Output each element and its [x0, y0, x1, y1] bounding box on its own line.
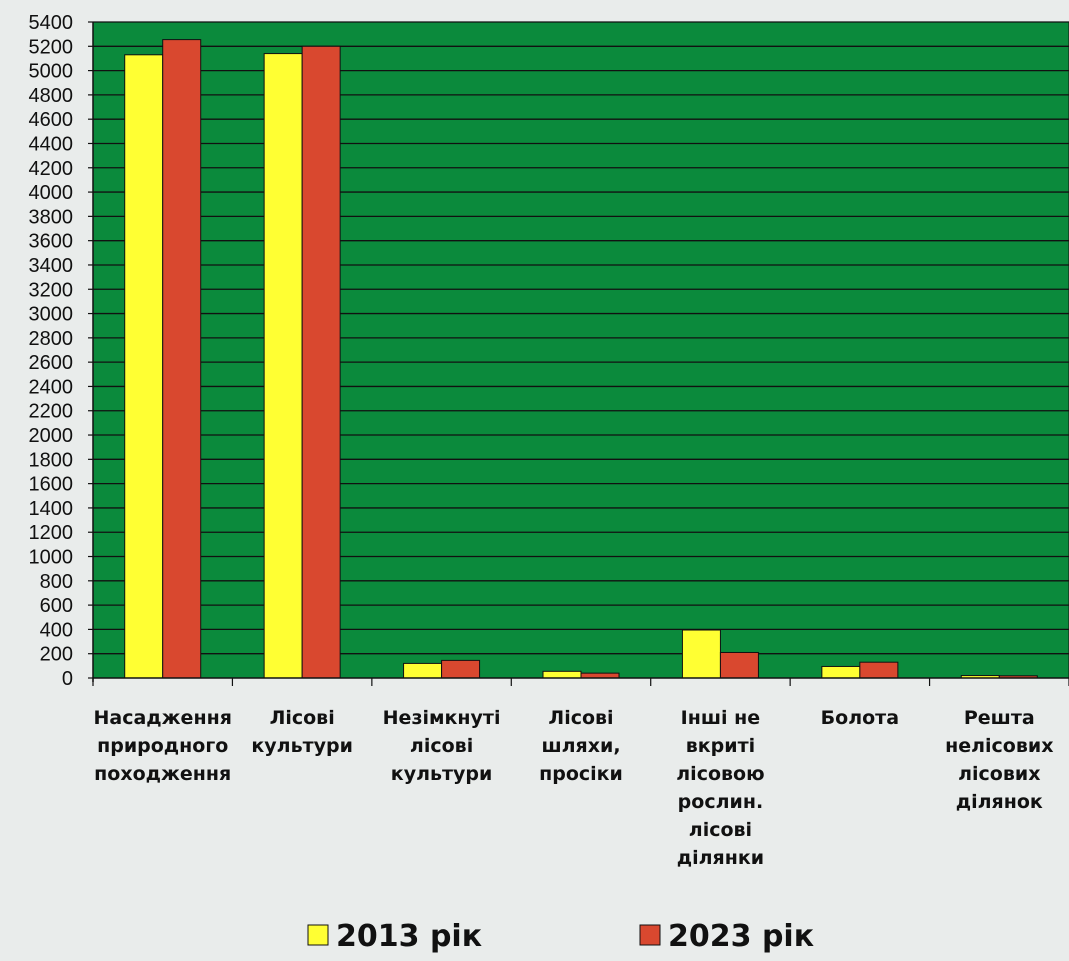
x-category-label: рослин. — [678, 791, 764, 813]
y-tick-label: 4800 — [29, 85, 74, 107]
x-category-label: культури — [391, 763, 493, 785]
x-category-label: лісовою — [676, 763, 764, 785]
y-tick-label: 4000 — [29, 182, 74, 204]
bar — [719, 651, 759, 679]
y-tick-label: 3200 — [29, 279, 74, 301]
x-category-label: ділянки — [677, 847, 764, 869]
y-tick-label: 3800 — [29, 206, 74, 228]
bar — [124, 54, 164, 679]
y-tick-label: 400 — [40, 619, 73, 641]
x-category-label: Інші не — [681, 707, 761, 729]
y-tick-label: 2800 — [29, 328, 74, 350]
y-tick-label: 4400 — [29, 133, 74, 155]
bar — [441, 659, 481, 679]
bar — [859, 661, 899, 679]
x-category-label: просіки — [539, 763, 623, 785]
axes — [88, 21, 1069, 686]
x-category-label: ділянок — [956, 791, 1043, 813]
y-tick-label: 5400 — [29, 12, 74, 34]
y-tick-label: 1200 — [29, 522, 74, 544]
bar — [542, 670, 582, 679]
bar — [403, 662, 443, 679]
y-tick-label: 2400 — [29, 376, 74, 398]
y-tick-label: 2000 — [29, 425, 74, 447]
bar — [301, 45, 341, 679]
plot-area — [92, 21, 1069, 679]
bar — [821, 665, 861, 679]
x-category-label: Болота — [821, 707, 899, 729]
x-category-label: лісові — [689, 819, 752, 841]
x-category-label: нелісових — [945, 735, 1053, 757]
x-category-label: культури — [251, 735, 353, 757]
x-category-label: походження — [94, 763, 231, 785]
category-labels: Насадження природного походження Лісові куль… — [94, 707, 1054, 869]
bars — [124, 39, 1038, 679]
legend-label: 2013 рік — [336, 919, 482, 954]
y-tick-label: 5000 — [29, 61, 74, 83]
legend-label: 2023 рік — [668, 919, 814, 954]
x-category-label: Насадження — [94, 707, 232, 729]
x-category-label: природного — [97, 735, 228, 757]
y-tick-label: 1000 — [29, 547, 74, 569]
x-category-label: Лісові — [270, 707, 335, 729]
legend-swatch — [639, 924, 661, 946]
x-category-label: Лісові — [548, 707, 613, 729]
x-category-label: Решта — [964, 707, 1035, 729]
y-tick-label: 1400 — [29, 498, 74, 520]
y-tick-label: 2200 — [29, 401, 74, 423]
x-category-label: вкриті — [686, 735, 755, 757]
y-tick-label: 3000 — [29, 304, 74, 326]
bar — [162, 39, 202, 679]
y-tick-label: 1800 — [29, 449, 74, 471]
bar — [263, 53, 303, 679]
y-tick-label: 4200 — [29, 158, 74, 180]
y-tick-label: 600 — [40, 595, 73, 617]
y-tick-label: 200 — [40, 644, 73, 666]
legend: 2013 рік 2023 рік — [307, 919, 814, 954]
y-tick-label: 2600 — [29, 352, 74, 374]
x-category-label: лісових — [958, 763, 1040, 785]
x-category-label: лісові — [410, 735, 473, 757]
x-category-label: Незімкнуті — [383, 707, 501, 729]
y-tick-label: 4600 — [29, 109, 74, 131]
y-tick-label: 800 — [40, 571, 73, 593]
bar — [681, 629, 721, 679]
y-tick-label: 3600 — [29, 231, 74, 253]
y-tick-label: 3400 — [29, 255, 74, 277]
y-tick-label: 0 — [62, 668, 73, 690]
y-tick-label: 1600 — [29, 474, 74, 496]
legend-swatch — [307, 924, 329, 946]
x-category-label: шляхи, — [541, 735, 620, 757]
y-tick-label: 5200 — [29, 36, 74, 58]
gridlines — [93, 21, 1069, 655]
